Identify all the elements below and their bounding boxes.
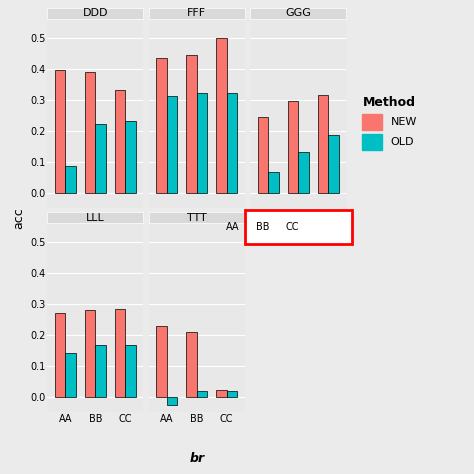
Bar	[328, 135, 338, 192]
Bar	[167, 97, 177, 192]
Bar	[55, 313, 65, 397]
Bar	[197, 392, 207, 397]
Legend: NEW, OLD: NEW, OLD	[356, 91, 423, 155]
Bar	[125, 121, 136, 192]
Bar	[288, 101, 298, 192]
Text: AA: AA	[226, 222, 239, 232]
Bar	[115, 309, 125, 397]
Bar	[298, 152, 309, 192]
Bar	[197, 93, 207, 192]
Bar	[186, 55, 197, 192]
Bar	[125, 345, 136, 397]
FancyBboxPatch shape	[149, 212, 245, 223]
Bar	[115, 90, 125, 192]
Text: CC: CC	[285, 222, 299, 232]
Text: GGG: GGG	[285, 8, 311, 18]
Bar	[216, 390, 227, 397]
Text: BB: BB	[255, 222, 269, 232]
Bar	[318, 95, 328, 192]
Bar	[216, 37, 227, 192]
Bar	[258, 117, 268, 192]
Bar	[65, 166, 76, 192]
Text: DDD: DDD	[82, 8, 108, 18]
Bar	[227, 392, 237, 397]
Bar	[268, 172, 279, 192]
Bar	[65, 354, 76, 397]
Bar	[156, 58, 167, 192]
Text: TTT: TTT	[187, 212, 207, 223]
FancyBboxPatch shape	[149, 8, 245, 19]
Text: FFF: FFF	[187, 8, 206, 18]
Bar	[156, 326, 167, 397]
Bar	[55, 70, 65, 192]
Text: acc: acc	[12, 207, 25, 229]
FancyBboxPatch shape	[47, 8, 143, 19]
Bar	[85, 310, 95, 397]
Bar	[95, 124, 106, 192]
FancyBboxPatch shape	[47, 212, 143, 223]
Bar	[85, 72, 95, 192]
Text: br: br	[189, 452, 204, 465]
Bar	[186, 332, 197, 397]
Bar	[167, 397, 177, 405]
Bar	[95, 345, 106, 397]
Text: LLL: LLL	[86, 212, 105, 223]
FancyBboxPatch shape	[250, 8, 346, 19]
Bar	[227, 93, 237, 192]
